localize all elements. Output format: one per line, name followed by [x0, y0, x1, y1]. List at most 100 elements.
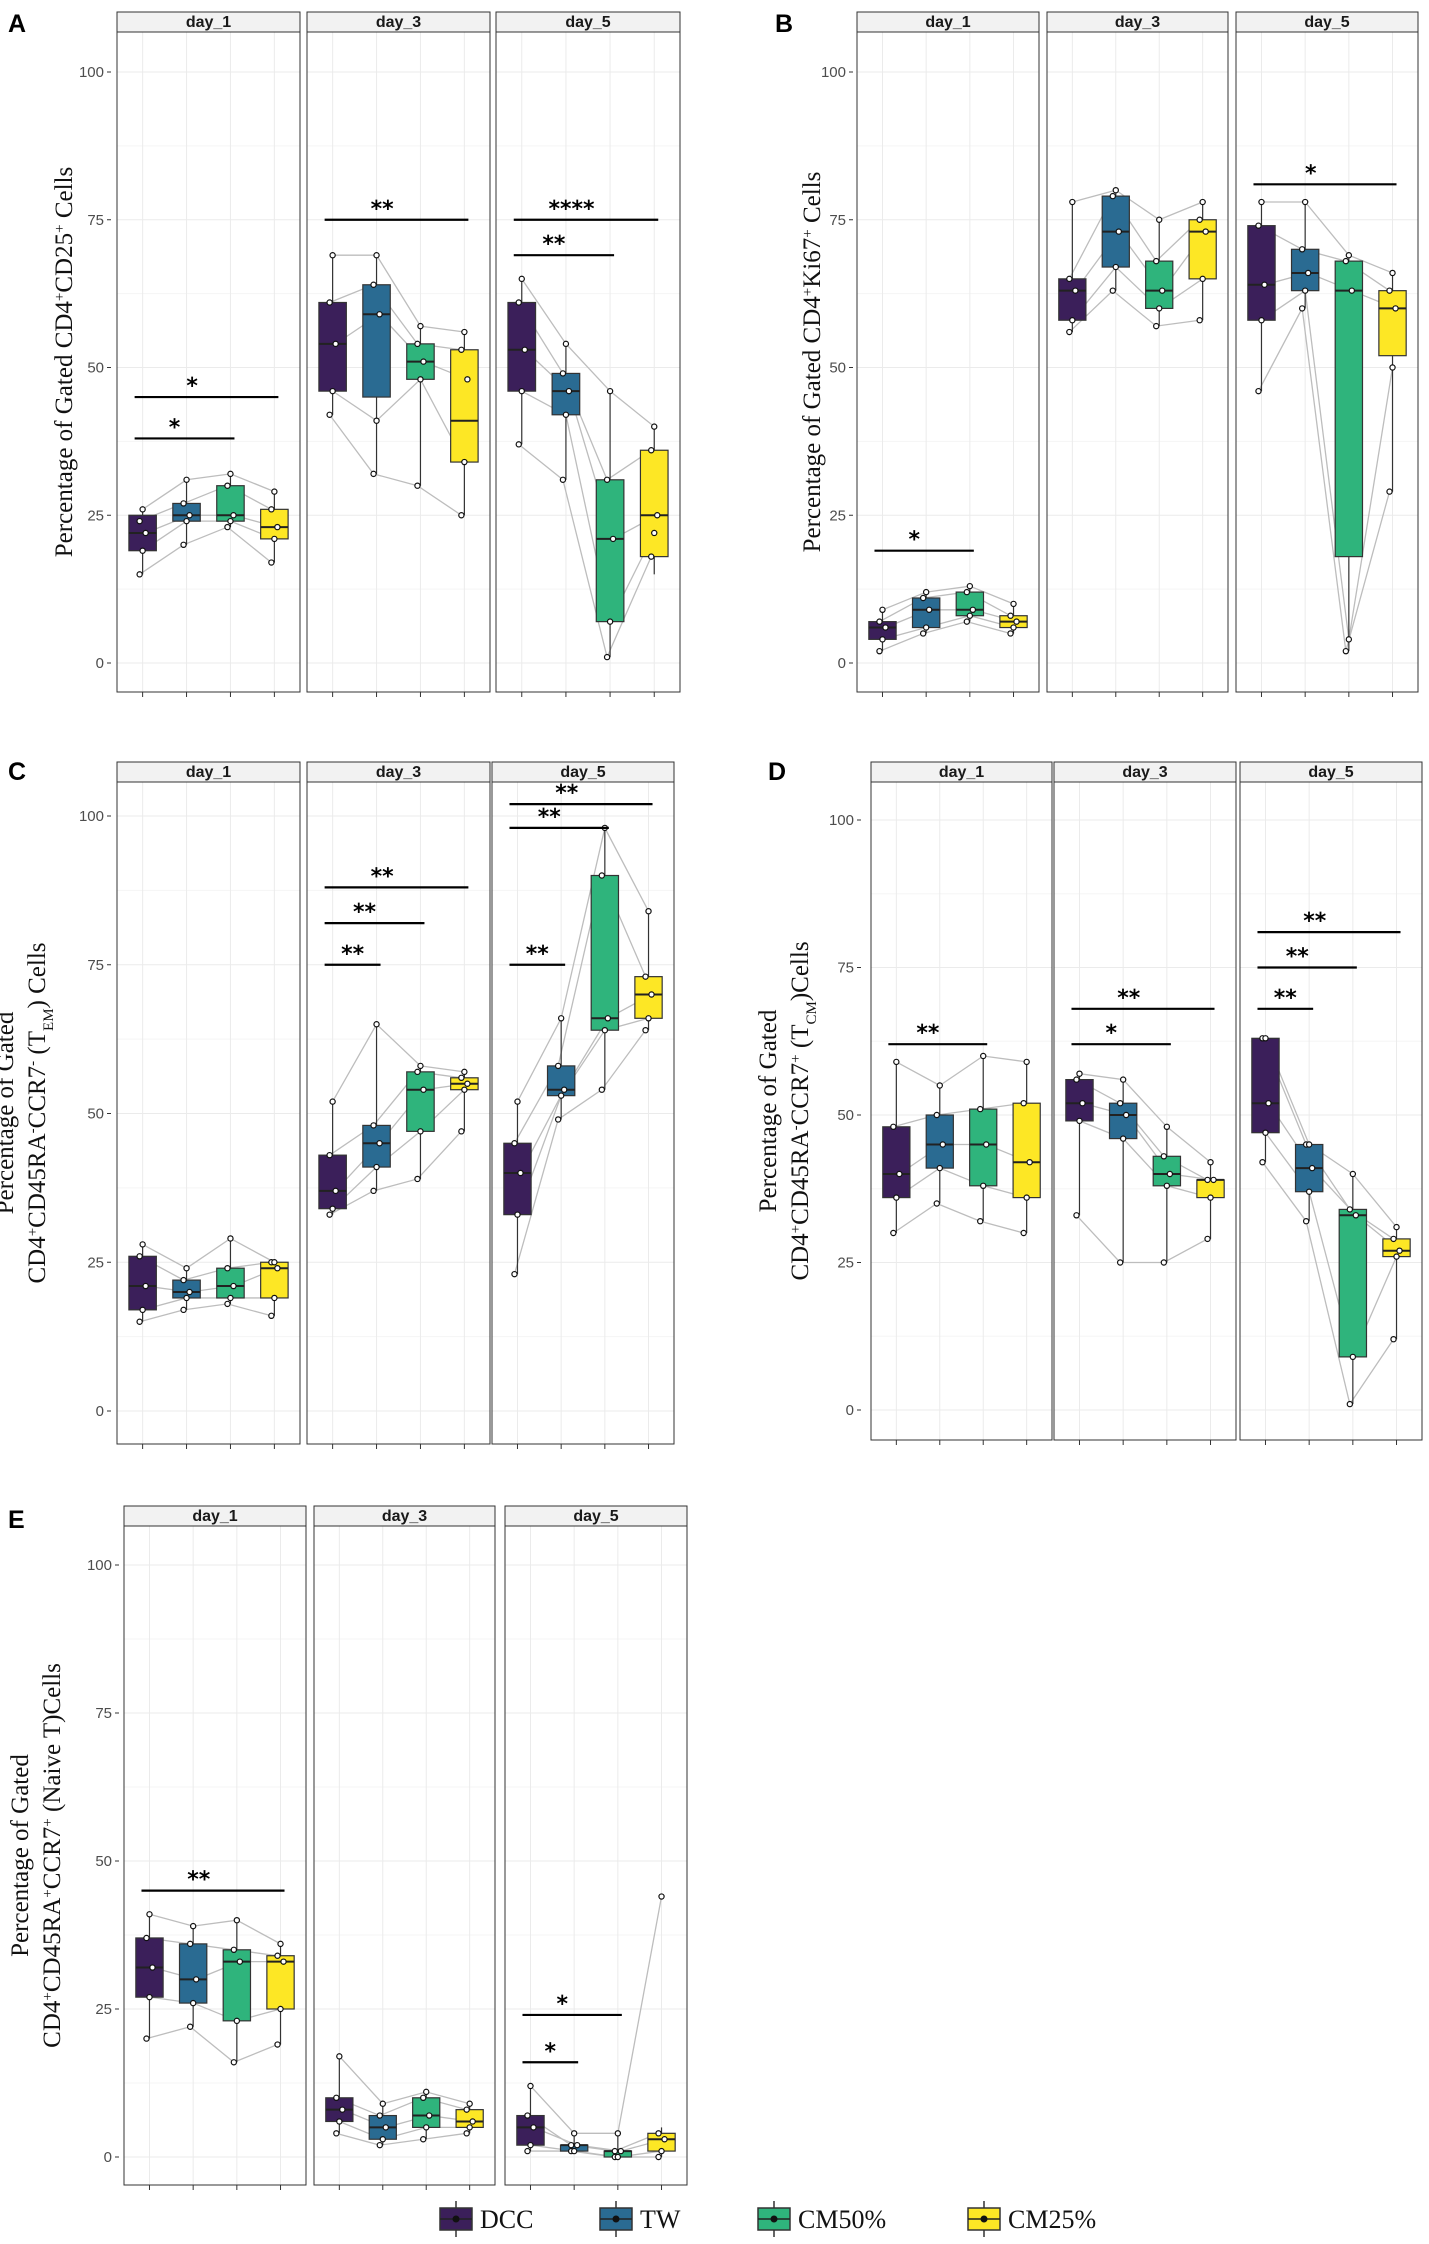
- data-point: [326, 1151, 333, 1159]
- subject-line: [882, 615, 1014, 640]
- data-point: [648, 553, 655, 560]
- data-point: [557, 1015, 565, 1022]
- data-point: [966, 582, 974, 590]
- data-point: [189, 1922, 197, 1930]
- subject-line: [1261, 289, 1394, 640]
- data-point: [1298, 246, 1306, 253]
- box-dcc: [507, 301, 537, 392]
- box-cm50pct: [406, 1071, 435, 1132]
- box-dcc: [516, 2114, 545, 2146]
- significance-label: *: [169, 415, 181, 440]
- data-point: [598, 1086, 606, 1093]
- data-point: [186, 1940, 194, 1948]
- significance-label: **: [371, 197, 395, 222]
- significance-label: **: [371, 864, 395, 889]
- data-point: [227, 1294, 234, 1302]
- data-point: [464, 376, 471, 383]
- data-point: [230, 2059, 238, 2066]
- data-point: [601, 1026, 609, 1034]
- y-tick-label: 25: [95, 2001, 112, 2018]
- box-tw: [911, 597, 941, 629]
- data-point: [1115, 228, 1122, 235]
- data-point: [560, 1086, 568, 1093]
- facet-strip-label: day_5: [565, 14, 610, 31]
- data-point: [511, 1270, 518, 1278]
- data-point: [1265, 1099, 1272, 1107]
- data-point: [559, 476, 567, 483]
- subject-line: [1258, 225, 1390, 292]
- box-cm25pct: [1012, 1102, 1041, 1199]
- subject-line: [1261, 201, 1393, 274]
- box-cm25pct: [266, 1955, 295, 2010]
- y-tick-label: 100: [79, 64, 104, 81]
- significance-label: **: [538, 805, 562, 830]
- data-point: [651, 423, 658, 430]
- data-point: [373, 1163, 380, 1171]
- data-point: [557, 1092, 565, 1099]
- box-cm50pct: [1334, 260, 1364, 558]
- data-point: [554, 1062, 562, 1070]
- facet-strip-label: day_1: [192, 1508, 237, 1525]
- data-point: [1119, 1135, 1127, 1142]
- subject-line: [335, 1083, 468, 1192]
- data-point: [277, 2005, 284, 2013]
- data-point: [326, 411, 333, 418]
- panel-letter: A: [8, 10, 26, 38]
- y-tick-label: 50: [87, 360, 104, 377]
- data-point: [1066, 275, 1073, 283]
- data-point: [336, 2118, 343, 2125]
- data-point: [139, 1241, 146, 1248]
- data-point: [562, 340, 570, 348]
- data-point: [980, 1052, 987, 1060]
- data-point: [617, 2147, 625, 2155]
- data-point: [1348, 287, 1356, 294]
- data-point: [268, 559, 275, 566]
- plot-area: [314, 1526, 495, 2185]
- data-point: [329, 387, 336, 395]
- data-point: [227, 1235, 234, 1242]
- data-point: [1393, 1253, 1400, 1260]
- subject-line: [519, 993, 652, 1174]
- subject-line: [879, 591, 1011, 623]
- data-point: [149, 1964, 156, 1971]
- data-point: [332, 1187, 339, 1195]
- data-point: [423, 2124, 430, 2131]
- box-tw: [546, 1065, 576, 1097]
- data-point: [417, 1128, 424, 1135]
- data-point: [570, 2130, 578, 2137]
- data-point: [893, 1194, 900, 1201]
- data-point: [1346, 1400, 1354, 1408]
- data-point: [517, 1169, 524, 1177]
- y-tick-label: 100: [829, 812, 854, 829]
- data-point: [1122, 1111, 1130, 1119]
- subject-line: [530, 1896, 663, 2134]
- legend-item-dcc: DCC: [439, 2201, 533, 2237]
- subject-line: [149, 1913, 281, 1945]
- data-point: [645, 908, 652, 915]
- data-point: [1301, 198, 1309, 206]
- data-point: [458, 512, 465, 519]
- data-point: [1156, 216, 1163, 223]
- subject-line: [342, 2109, 473, 2129]
- data-point: [1389, 269, 1396, 277]
- data-point: [1261, 281, 1268, 288]
- box-cm25pct: [1378, 290, 1407, 357]
- data-point: [280, 1958, 287, 1965]
- data-point: [511, 1140, 518, 1147]
- data-point: [458, 1074, 465, 1082]
- data-point: [268, 506, 275, 513]
- box-cm50pct: [1145, 260, 1174, 309]
- data-point: [609, 535, 617, 543]
- facet-strip-label: day_3: [1115, 14, 1160, 31]
- subject-line: [882, 585, 1014, 611]
- box-cm25pct: [634, 976, 663, 1019]
- y-axis-label: Percentage of Gated CD4+Ki67+ Cells: [799, 172, 826, 553]
- data-point: [1302, 1217, 1310, 1225]
- y-tick-label: 0: [846, 1402, 854, 1419]
- data-point: [274, 2041, 281, 2048]
- data-point: [339, 2106, 346, 2113]
- data-point: [227, 470, 234, 478]
- subject-line: [1079, 1073, 1211, 1163]
- facet-day-3: day_3: [1046, 11, 1229, 697]
- data-point: [417, 1062, 424, 1070]
